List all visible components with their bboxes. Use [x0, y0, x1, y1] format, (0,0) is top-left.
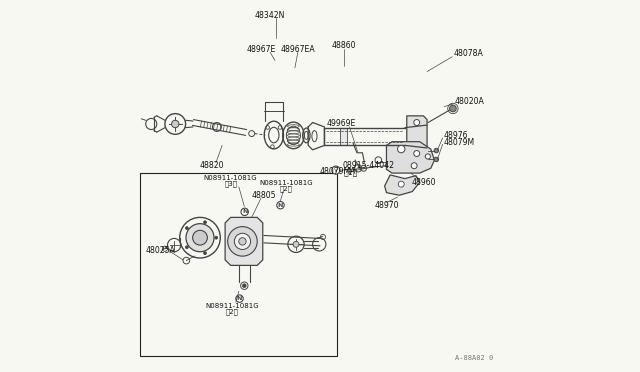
Text: 48820: 48820 [200, 161, 224, 170]
Circle shape [234, 233, 251, 250]
Text: N08911-1081G: N08911-1081G [204, 175, 257, 181]
Text: 48967E: 48967E [247, 45, 276, 54]
Polygon shape [225, 217, 263, 265]
Text: 48960: 48960 [411, 178, 436, 187]
Circle shape [434, 148, 438, 153]
Circle shape [411, 163, 417, 169]
Circle shape [397, 145, 405, 153]
Text: N: N [237, 296, 242, 301]
Polygon shape [387, 142, 435, 173]
Text: N08911-1081G: N08911-1081G [259, 180, 313, 186]
Circle shape [414, 151, 420, 157]
Circle shape [186, 227, 188, 230]
Bar [340, 128, 347, 145]
Text: 08915-44042: 08915-44042 [342, 161, 394, 170]
Circle shape [425, 154, 430, 159]
Text: （1）: （1） [344, 167, 358, 176]
Text: （2）: （2） [226, 308, 239, 315]
Text: N: N [242, 209, 248, 214]
Text: 48805: 48805 [252, 191, 276, 200]
Circle shape [332, 166, 340, 174]
Text: V: V [333, 168, 338, 173]
Bar [140, 173, 337, 356]
Circle shape [434, 157, 438, 161]
Circle shape [186, 246, 188, 249]
Text: 49969E: 49969E [327, 119, 356, 128]
Circle shape [236, 295, 243, 302]
Text: 48078A: 48078A [454, 49, 483, 58]
Circle shape [293, 241, 299, 247]
Circle shape [241, 208, 248, 215]
Circle shape [186, 224, 214, 252]
Text: 48342N: 48342N [255, 10, 285, 20]
Text: （2）: （2） [280, 185, 292, 192]
Text: 48079M: 48079M [444, 138, 475, 147]
Text: 48860: 48860 [332, 41, 356, 50]
Circle shape [243, 284, 246, 288]
Polygon shape [385, 175, 420, 195]
Text: N: N [278, 203, 283, 208]
Circle shape [449, 105, 456, 112]
Circle shape [414, 119, 420, 125]
Text: A-88A02 0: A-88A02 0 [455, 355, 493, 361]
Text: 48970: 48970 [374, 201, 399, 210]
Circle shape [204, 221, 207, 224]
Circle shape [172, 120, 179, 128]
Circle shape [398, 181, 404, 187]
Circle shape [239, 238, 246, 245]
Text: （3）: （3） [224, 180, 237, 187]
Circle shape [204, 252, 207, 254]
Polygon shape [407, 116, 427, 160]
Circle shape [228, 227, 257, 256]
Circle shape [277, 202, 284, 209]
Circle shape [193, 230, 207, 245]
Text: 48967EA: 48967EA [280, 45, 315, 54]
Text: 48976: 48976 [444, 131, 468, 140]
Text: 48020A: 48020A [455, 97, 484, 106]
Text: 48025A: 48025A [146, 246, 175, 255]
Text: 48079MA: 48079MA [319, 167, 356, 176]
Text: N08911-1081G: N08911-1081G [205, 303, 259, 309]
Circle shape [215, 236, 218, 239]
